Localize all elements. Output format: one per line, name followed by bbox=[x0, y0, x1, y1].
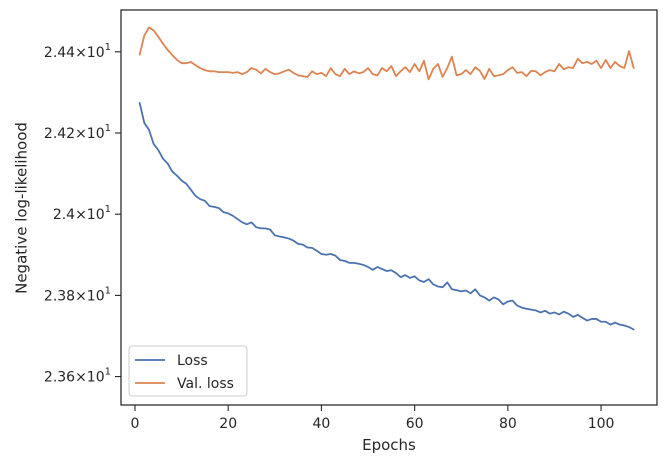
axes-frame bbox=[120, 9, 658, 406]
x-tick-label: 40 bbox=[313, 416, 331, 432]
plot-area: 0 20 40 60 80 100 2.36×101 2.38×101 2.4×101 2.42×… bbox=[44, 9, 658, 432]
x-tick-label: 20 bbox=[219, 416, 237, 432]
y-tick-label: 2.38×101 bbox=[44, 285, 111, 304]
y-axis-title-group: Negative log-likelihood bbox=[13, 122, 31, 294]
x-tick-label: 60 bbox=[406, 416, 424, 432]
legend-label-val-loss: Val. loss bbox=[177, 376, 234, 392]
x-tick-label: 0 bbox=[131, 416, 140, 432]
legend-label-loss: Loss bbox=[177, 353, 208, 369]
y-tick-label: 2.42×101 bbox=[44, 123, 111, 142]
x-axis-title: Epochs bbox=[362, 436, 416, 454]
series-line-val-loss bbox=[138, 26, 635, 81]
x-tick-label: 80 bbox=[499, 416, 517, 432]
y-tick-label: 2.4×101 bbox=[53, 204, 111, 223]
y-axis-title: Negative log-likelihood bbox=[13, 122, 31, 294]
y-tick-label: 2.44×101 bbox=[44, 42, 111, 61]
y-tick-label: 2.36×101 bbox=[44, 367, 111, 386]
x-tick-label: 100 bbox=[588, 416, 615, 432]
series-line-loss bbox=[138, 102, 635, 331]
